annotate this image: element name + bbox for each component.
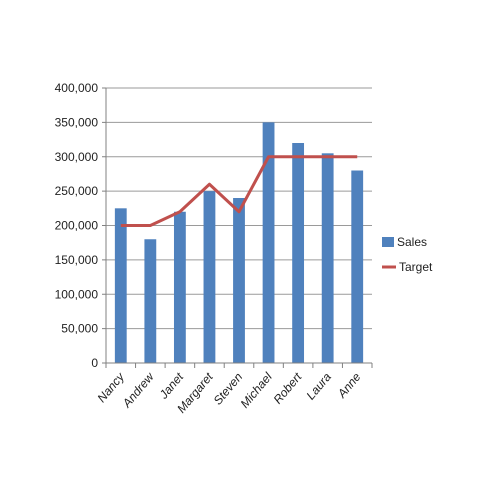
x-category-label: Robert bbox=[271, 369, 305, 406]
x-category-label: Laura bbox=[304, 370, 335, 403]
sales-bar bbox=[203, 191, 216, 363]
sales-bar bbox=[233, 198, 245, 363]
x-category-label: Andrew bbox=[119, 369, 157, 411]
y-tick-label: 150,000 bbox=[55, 253, 99, 267]
y-tick-label: 350,000 bbox=[55, 115, 99, 129]
sales-bars bbox=[114, 122, 364, 363]
y-axis-tick-labels: 0 50,000 100,000 150,000 200,000 250,000 300,0… bbox=[55, 81, 99, 370]
sales-bar bbox=[292, 143, 305, 363]
y-tick-label: 0 bbox=[91, 356, 98, 370]
legend-swatch-sales bbox=[382, 237, 394, 247]
legend: Sales Target bbox=[382, 235, 433, 274]
y-tick-label: 250,000 bbox=[55, 184, 99, 198]
x-category-label: Anne bbox=[334, 370, 364, 401]
sales-bar bbox=[173, 211, 186, 363]
axes bbox=[102, 87, 373, 368]
legend-label-sales: Sales bbox=[397, 235, 427, 249]
sales-bar bbox=[144, 239, 157, 363]
sales-bar bbox=[114, 208, 127, 363]
target-line bbox=[120, 155, 358, 227]
y-tick-label: 100,000 bbox=[55, 287, 99, 301]
sales-bar bbox=[351, 170, 364, 363]
y-tick-label: 400,000 bbox=[55, 81, 99, 95]
y-tick-label: 50,000 bbox=[61, 322, 98, 336]
y-tick-label: 200,000 bbox=[55, 219, 99, 233]
x-category-label: Michael bbox=[238, 370, 276, 411]
y-tick-label: 300,000 bbox=[55, 150, 99, 164]
sales-bar bbox=[262, 122, 275, 363]
target-series-line bbox=[120, 155, 358, 227]
sales-bar bbox=[321, 153, 334, 363]
legend-label-target: Target bbox=[399, 260, 433, 274]
